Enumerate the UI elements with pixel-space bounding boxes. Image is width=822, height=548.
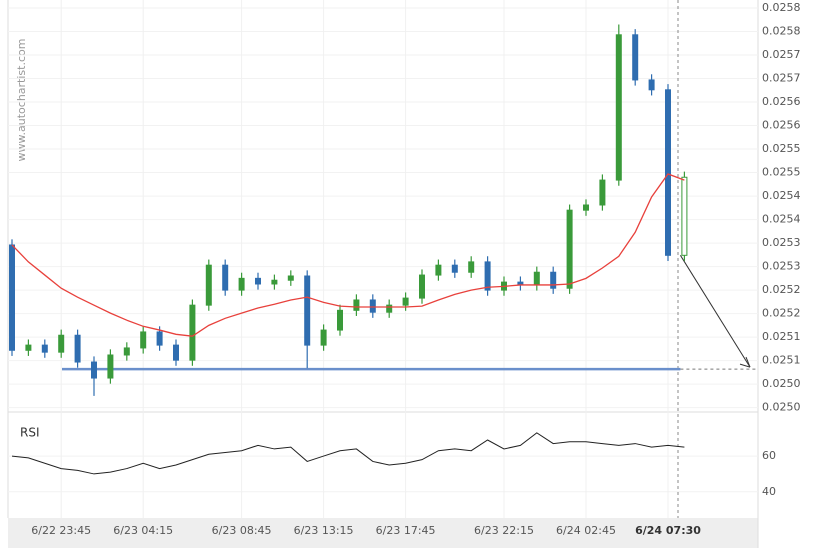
y-tick-label: 0.0258 — [762, 1, 801, 14]
moving-average — [11, 173, 685, 337]
x-tick-label: 6/22 23:45 — [31, 524, 91, 537]
x-tick-label: 6/24 07:30 — [635, 524, 701, 537]
y-tick-label: 0.0256 — [762, 95, 801, 108]
candle-body — [320, 329, 327, 346]
candle-body — [402, 297, 409, 306]
y-tick-label: 0.0252 — [762, 283, 801, 296]
candle-body — [238, 277, 245, 291]
candle-body — [386, 304, 393, 313]
y-tick-label: 0.0254 — [762, 213, 801, 226]
candle-body — [632, 34, 639, 81]
y-tick-label: 0.0251 — [762, 330, 801, 343]
candle-body — [599, 179, 606, 206]
candle-body — [451, 264, 458, 273]
watermark: www.autochartist.com — [15, 39, 28, 162]
candle-body — [566, 209, 573, 289]
x-tick-label: 6/23 04:15 — [113, 524, 173, 537]
y-tick-label: 0.0251 — [762, 354, 801, 367]
candle-body — [74, 334, 81, 363]
y-tick-label: 0.0252 — [762, 307, 801, 320]
x-tick-label: 6/23 22:15 — [474, 524, 534, 537]
candle-body — [304, 275, 311, 346]
rsi-line — [11, 432, 685, 475]
candle-body — [583, 204, 589, 211]
forecast-arrow — [679, 255, 751, 368]
candle-body — [287, 275, 294, 281]
candle-body — [550, 271, 557, 289]
y-tick-label: 0.0255 — [762, 142, 801, 155]
x-tick-label: 6/23 08:45 — [212, 524, 272, 537]
y-tick-label: 0.0257 — [762, 48, 801, 61]
y-tick-label: 0.0256 — [762, 119, 801, 132]
candle-body — [337, 309, 343, 331]
candle-body — [91, 361, 97, 379]
candle-body — [9, 244, 15, 351]
candle-body — [665, 89, 671, 256]
rsi-label: RSI — [20, 426, 40, 440]
y-tick-label: 0.0250 — [762, 401, 801, 414]
candle-body — [41, 344, 48, 353]
candle-body — [205, 264, 212, 306]
candle-body — [435, 264, 442, 276]
candle-body — [222, 264, 229, 291]
y-tick-label: 0.0255 — [762, 166, 801, 179]
candle-body — [255, 277, 261, 285]
y-tick-label: 0.0254 — [762, 189, 801, 202]
x-tick-label: 6/23 17:45 — [376, 524, 436, 537]
arrow-head — [739, 356, 751, 368]
candle-body — [369, 299, 376, 313]
candle-body — [533, 271, 540, 286]
candle-body — [484, 261, 491, 291]
x-tick-label: 6/24 02:45 — [556, 524, 616, 537]
candle-body — [353, 299, 360, 311]
y-tick-label: 0.0253 — [762, 260, 801, 273]
candle-body — [189, 304, 196, 361]
y-tick-label: 0.0250 — [762, 377, 801, 390]
candle-body — [468, 261, 475, 273]
y-tick-label: 0.0253 — [762, 236, 801, 249]
candle-body — [156, 331, 163, 346]
candle-body — [58, 334, 65, 353]
candle-body — [173, 344, 179, 361]
candle-body — [681, 176, 688, 256]
candle-body — [271, 279, 278, 285]
y-tick-label: 0.0257 — [762, 72, 801, 85]
candle-body — [123, 347, 130, 356]
rsi-tick-label: 40 — [762, 485, 776, 498]
y-tick-label: 0.0258 — [762, 25, 801, 38]
x-axis-band — [8, 518, 758, 548]
candle-body — [419, 274, 425, 299]
rsi-tick-label: 60 — [762, 449, 776, 462]
candle-body — [140, 331, 147, 349]
candle-body — [107, 354, 114, 379]
candle-body — [648, 79, 655, 91]
candle-body — [25, 344, 32, 351]
candle-body — [615, 34, 622, 181]
x-tick-label: 6/23 13:15 — [294, 524, 354, 537]
